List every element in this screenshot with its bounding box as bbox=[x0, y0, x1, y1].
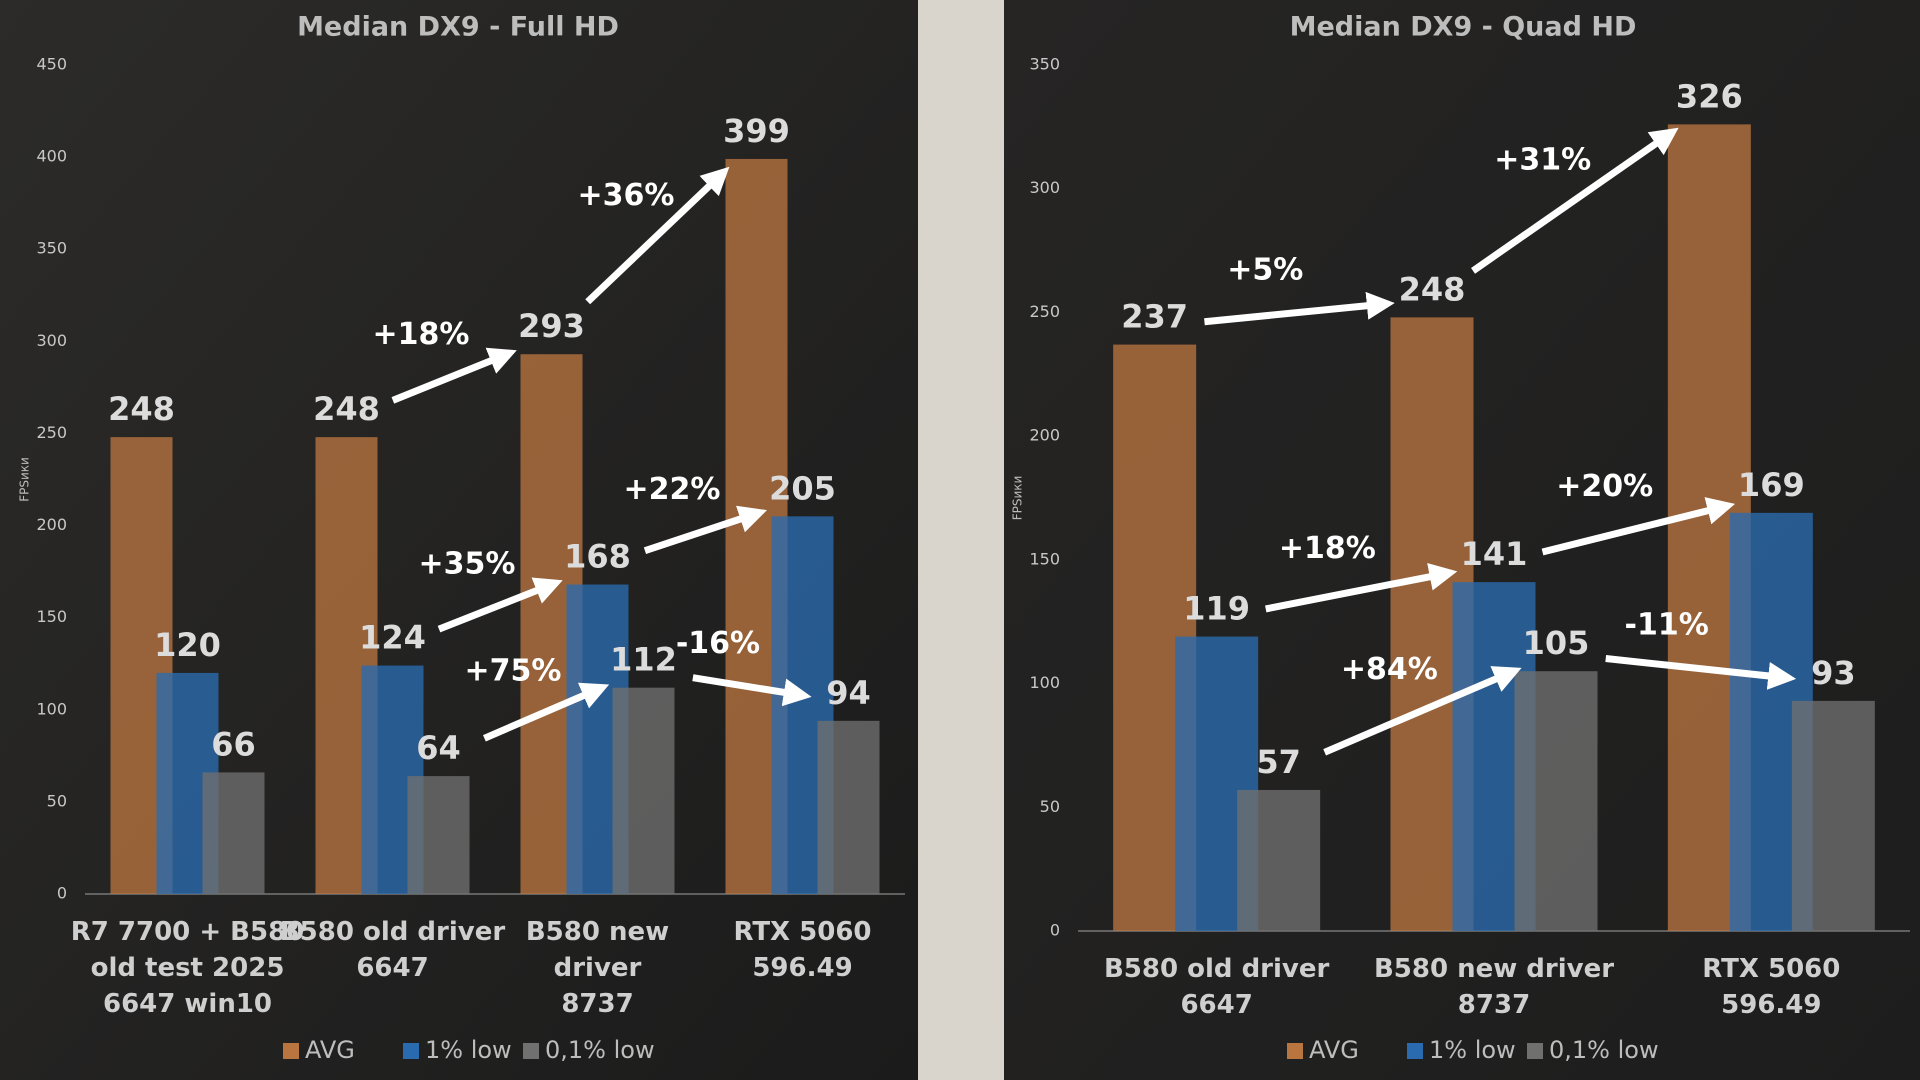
bar bbox=[202, 772, 265, 894]
legend-label: 0,1% low bbox=[1549, 1036, 1659, 1064]
y-tick-label: 250 bbox=[1029, 302, 1060, 321]
annotation: +36% bbox=[578, 178, 675, 213]
x-tick-label: RTX 5060 596.49 bbox=[733, 917, 872, 983]
value-label: 326 bbox=[1676, 77, 1743, 115]
photo-strip bbox=[918, 0, 1004, 1080]
arrow bbox=[585, 166, 730, 305]
legend-label: 0,1% low bbox=[545, 1036, 655, 1064]
y-tick-label: 50 bbox=[1040, 797, 1060, 816]
legend-label: AVG bbox=[305, 1036, 355, 1064]
annotation: +5% bbox=[1227, 252, 1303, 287]
value-label: 141 bbox=[1461, 535, 1528, 573]
annotation: +75% bbox=[465, 653, 562, 688]
y-tick-label: 250 bbox=[36, 423, 67, 442]
annotation: -11% bbox=[1625, 608, 1709, 643]
legend-swatch bbox=[1287, 1043, 1303, 1059]
y-tick-label: 100 bbox=[36, 699, 67, 718]
annotation: +31% bbox=[1494, 142, 1591, 177]
arrow bbox=[1265, 562, 1458, 613]
y-tick-label: 450 bbox=[36, 55, 67, 74]
value-label: 248 bbox=[313, 390, 380, 428]
annotation: +18% bbox=[373, 317, 470, 352]
value-label: 168 bbox=[564, 538, 631, 576]
value-label: 119 bbox=[1183, 590, 1250, 628]
bar bbox=[1237, 789, 1321, 931]
chart-title: Median DX9 - Quad HD bbox=[1290, 12, 1637, 43]
legend-label: AVG bbox=[1309, 1036, 1359, 1064]
x-tick-label: B580 new driver 8737 bbox=[1373, 954, 1615, 1020]
value-label: 93 bbox=[1811, 654, 1856, 692]
y-tick-label: 200 bbox=[1029, 426, 1060, 445]
annotation: +35% bbox=[419, 547, 516, 582]
legend-label: 1% low bbox=[425, 1036, 512, 1064]
arrow bbox=[437, 577, 563, 633]
arrow bbox=[692, 674, 812, 707]
chart-title: Median DX9 - Full HD bbox=[297, 12, 619, 43]
legend-swatch bbox=[523, 1043, 539, 1059]
y-tick-label: 400 bbox=[36, 147, 67, 166]
y-tick-label: 100 bbox=[1029, 673, 1060, 692]
value-label: 66 bbox=[211, 725, 256, 763]
value-label: 120 bbox=[154, 626, 221, 664]
legend-swatch bbox=[1407, 1043, 1423, 1059]
y-tick-label: 200 bbox=[36, 515, 67, 534]
value-label: 124 bbox=[359, 619, 426, 657]
y-axis-label: FPSики bbox=[1011, 476, 1025, 521]
arrow bbox=[391, 347, 517, 404]
bar bbox=[1791, 700, 1875, 931]
arrow bbox=[1471, 127, 1679, 274]
y-tick-label: 0 bbox=[57, 884, 67, 903]
y-tick-label: 50 bbox=[47, 791, 67, 810]
annotation: +22% bbox=[624, 472, 721, 507]
y-tick-label: 150 bbox=[36, 607, 67, 626]
arrow bbox=[643, 505, 768, 555]
arrow bbox=[1323, 666, 1522, 756]
x-tick-label: B580 old driver 6647 bbox=[1103, 954, 1330, 1020]
value-label: 105 bbox=[1523, 624, 1590, 662]
x-tick-label: R7 7700 + B580 old test 2025 6647 win10 bbox=[70, 917, 305, 1019]
arrow bbox=[1605, 655, 1797, 690]
legend-swatch bbox=[1527, 1043, 1543, 1059]
x-tick-label: B580 new driver 8737 bbox=[525, 917, 670, 1019]
legend-label: 1% low bbox=[1429, 1036, 1516, 1064]
annotation: +20% bbox=[1556, 469, 1653, 504]
bar bbox=[407, 776, 470, 894]
x-tick-label: RTX 5060 596.49 bbox=[1702, 954, 1841, 1020]
x-tick-label: B580 old driver 6647 bbox=[279, 917, 506, 983]
arrow bbox=[483, 682, 610, 742]
y-tick-label: 0 bbox=[1050, 921, 1060, 940]
y-tick-label: 300 bbox=[36, 331, 67, 350]
legend-swatch bbox=[283, 1043, 299, 1059]
value-label: 248 bbox=[108, 390, 175, 428]
value-label: 57 bbox=[1256, 743, 1301, 781]
value-label: 205 bbox=[769, 469, 836, 507]
y-axis-label: FPSики bbox=[18, 457, 32, 502]
legend-swatch bbox=[403, 1043, 419, 1059]
annotation: -16% bbox=[676, 626, 760, 661]
y-tick-label: 300 bbox=[1029, 178, 1060, 197]
value-label: 112 bbox=[610, 641, 677, 679]
bar bbox=[612, 687, 675, 894]
value-label: 399 bbox=[723, 112, 790, 150]
bar bbox=[1514, 671, 1598, 931]
value-label: 94 bbox=[826, 674, 871, 712]
annotation: +84% bbox=[1341, 652, 1438, 687]
arrow bbox=[1541, 497, 1736, 556]
annotation: +18% bbox=[1279, 531, 1376, 566]
value-label: 248 bbox=[1399, 270, 1466, 308]
y-tick-label: 350 bbox=[36, 239, 67, 258]
bar bbox=[817, 720, 880, 894]
value-label: 237 bbox=[1121, 298, 1188, 336]
value-label: 169 bbox=[1738, 466, 1805, 504]
value-label: 64 bbox=[416, 729, 461, 767]
y-tick-label: 150 bbox=[1029, 549, 1060, 568]
arrow bbox=[1204, 291, 1395, 326]
value-label: 293 bbox=[518, 307, 585, 345]
y-tick-label: 350 bbox=[1029, 55, 1060, 74]
